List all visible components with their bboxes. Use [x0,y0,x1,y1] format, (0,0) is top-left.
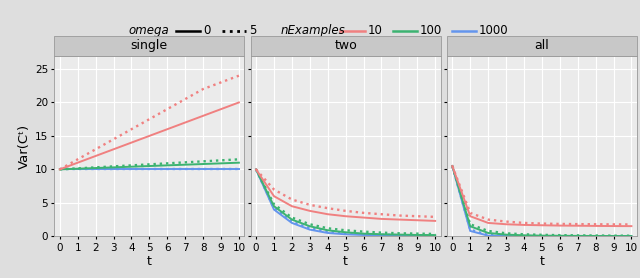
X-axis label: t: t [343,255,348,268]
Text: 5: 5 [249,24,257,37]
Y-axis label: Var(Cᵗ): Var(Cᵗ) [18,123,31,168]
Text: all: all [534,39,549,52]
Text: single: single [131,39,168,52]
X-axis label: t: t [540,255,544,268]
Text: 100: 100 [420,24,442,37]
Text: omega: omega [128,24,169,37]
Text: nExamples: nExamples [281,24,346,37]
X-axis label: t: t [147,255,152,268]
Text: 0: 0 [203,24,211,37]
Text: 10: 10 [367,24,382,37]
Text: 1000: 1000 [479,24,508,37]
Text: two: two [334,39,357,52]
